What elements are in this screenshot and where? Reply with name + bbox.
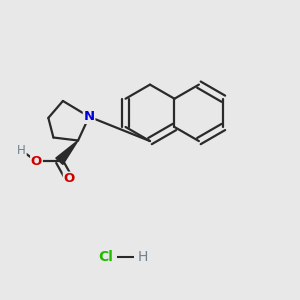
Text: O: O bbox=[31, 155, 42, 168]
Text: H: H bbox=[137, 250, 148, 264]
Polygon shape bbox=[56, 140, 78, 164]
Text: Cl: Cl bbox=[98, 250, 113, 264]
Text: N: N bbox=[83, 110, 94, 123]
Text: O: O bbox=[64, 172, 75, 185]
Text: H: H bbox=[17, 144, 26, 157]
